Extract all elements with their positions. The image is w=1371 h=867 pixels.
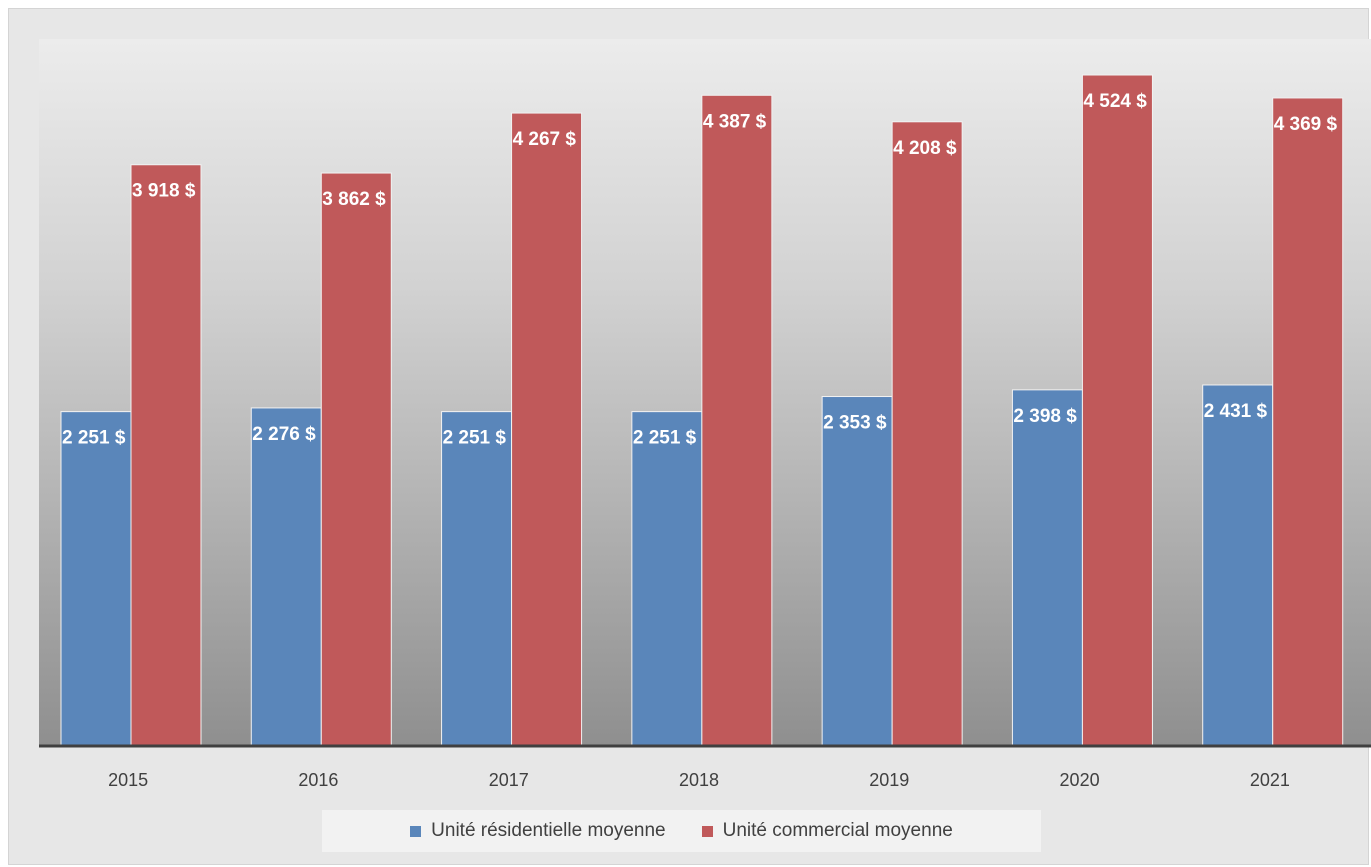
bar-commercial <box>1272 97 1344 746</box>
x-tick-label: 2018 <box>679 770 719 790</box>
bar-commercial <box>320 172 392 746</box>
data-label-commercial: 4 369 $ <box>1274 114 1338 135</box>
data-label-commercial: 4 267 $ <box>513 129 577 150</box>
data-label-residential: 2 431 $ <box>1204 401 1268 422</box>
data-label-commercial: 4 208 $ <box>893 138 957 159</box>
data-label-residential: 2 251 $ <box>443 428 507 449</box>
legend-item-commercial: Unité commercial moyenne <box>701 820 953 842</box>
data-label-residential: 2 353 $ <box>823 413 887 434</box>
x-tick-label: 2021 <box>1250 770 1290 790</box>
bar-commercial <box>511 112 583 746</box>
x-tick-label: 2015 <box>108 770 148 790</box>
bar-residential <box>441 411 513 746</box>
x-tick-label: 2017 <box>489 770 529 790</box>
bar-residential <box>250 407 322 746</box>
data-label-residential: 2 398 $ <box>1013 406 1077 427</box>
x-tick-label: 2020 <box>1060 770 1100 790</box>
legend-swatch-residential <box>410 825 422 837</box>
data-label-commercial: 3 918 $ <box>132 181 196 202</box>
bar-residential <box>1011 389 1083 746</box>
bar-residential <box>60 411 132 746</box>
legend-label-residential: Unité résidentielle moyenne <box>431 820 666 841</box>
data-label-commercial: 3 862 $ <box>322 189 386 210</box>
data-label-commercial: 4 387 $ <box>703 111 767 132</box>
x-tick-label: 2019 <box>869 770 909 790</box>
data-label-residential: 2 276 $ <box>252 424 316 445</box>
bar-residential <box>821 396 893 746</box>
bar-residential <box>1202 384 1274 746</box>
bar-residential <box>631 411 703 746</box>
bar-commercial <box>891 121 963 746</box>
bar-commercial <box>130 164 202 746</box>
bar-commercial <box>701 94 773 746</box>
data-label-residential: 2 251 $ <box>633 428 697 449</box>
bar-commercial <box>1081 74 1153 746</box>
legend-label-commercial: Unité commercial moyenne <box>722 820 953 841</box>
legend-item-residential: Unité résidentielle moyenne <box>410 820 666 842</box>
x-tick-label: 2016 <box>298 770 338 790</box>
legend: Unité résidentielle moyenne Unité commer… <box>322 810 1041 852</box>
data-label-commercial: 4 524 $ <box>1083 91 1147 112</box>
data-label-residential: 2 251 $ <box>62 428 126 449</box>
legend-swatch-commercial <box>701 825 713 837</box>
